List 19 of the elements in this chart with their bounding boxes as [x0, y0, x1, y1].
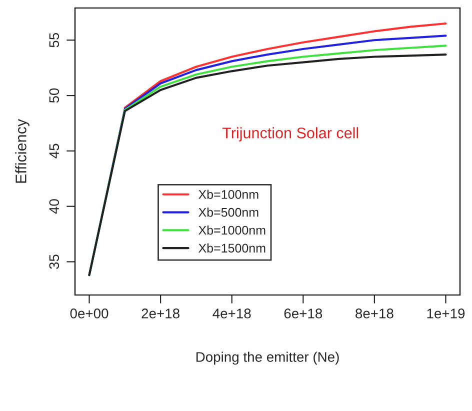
y-tick-label: 45	[49, 144, 60, 158]
legend-label: Xb=1000nm	[198, 225, 266, 235]
legend-label: Xb=100nm	[198, 190, 258, 199]
y-tick-label: 50	[49, 88, 60, 103]
x-axis-title: Doping the emitter (Ne)	[196, 352, 339, 365]
y-tick-label: 40	[49, 199, 60, 214]
legend-label: Xb=1500nm	[198, 243, 266, 253]
y-tick-label: 35	[49, 254, 60, 269]
x-tick-label: 8e+18	[356, 308, 394, 318]
line-series	[124, 22, 447, 109]
y-axis-title: Efficiency	[15, 118, 30, 183]
annotation: Trijunction Solar cell	[222, 127, 358, 142]
x-tick-label: 2e+18	[142, 308, 180, 318]
x-tick-label: 1e+19	[427, 308, 465, 318]
x-tick-label: 6e+18	[284, 308, 322, 318]
x-tick-label: 4e+18	[212, 308, 251, 318]
y-tick-label: 55	[49, 32, 60, 48]
x-tick-label: 0e+00	[70, 308, 108, 318]
legend-label: Xb=500nm	[198, 208, 258, 217]
